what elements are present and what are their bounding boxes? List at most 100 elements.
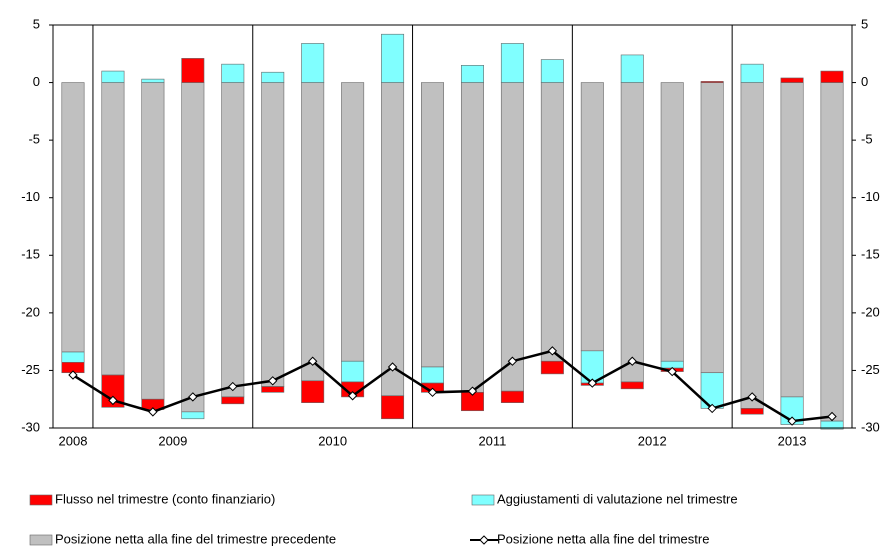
line-marker [268, 376, 278, 386]
legend-label: Aggiustamenti di valutazione nel trimest… [497, 491, 738, 506]
x-group-label: 2008 [59, 433, 88, 448]
bar [460, 82, 484, 393]
bar [141, 78, 165, 83]
bar [381, 395, 405, 420]
y-tick-label: 5 [33, 16, 40, 31]
line-marker [507, 356, 518, 366]
line-marker [707, 403, 717, 414]
bar [740, 82, 764, 409]
plot-frame [52, 24, 853, 429]
y-tick-label: -30 [21, 419, 40, 434]
bar [341, 360, 365, 383]
line-marker [188, 392, 198, 402]
bar [421, 82, 445, 368]
line-marker [68, 370, 78, 380]
bar [381, 82, 405, 397]
legend-swatch [29, 494, 53, 506]
bar [540, 59, 564, 83]
bar [301, 43, 325, 83]
legend-swatch [471, 494, 495, 506]
bar [181, 411, 205, 420]
line-marker [427, 387, 438, 398]
bar [261, 71, 285, 83]
y2-tick-label: 0 [861, 74, 868, 89]
line-marker [747, 392, 757, 402]
bar [301, 82, 325, 382]
bar [700, 82, 724, 374]
bar [700, 372, 724, 409]
x-group-label: 2013 [778, 433, 807, 448]
bar [540, 360, 564, 375]
bar [500, 82, 524, 392]
y-tick-label: -10 [21, 189, 40, 204]
bar [301, 380, 325, 403]
y2-tick-label: -30 [861, 419, 880, 434]
bar [780, 82, 804, 398]
line-marker [547, 346, 558, 356]
line-marker [787, 416, 797, 426]
bar [580, 82, 604, 352]
bar [181, 82, 205, 413]
bar [101, 70, 125, 83]
line-marker [108, 395, 118, 406]
bar [820, 82, 844, 422]
bar [500, 390, 524, 403]
y2-tick-label: -10 [861, 189, 880, 204]
bar [381, 33, 405, 83]
line-marker [667, 366, 677, 377]
bar [221, 82, 245, 398]
bar [620, 54, 644, 83]
bar [101, 82, 125, 376]
line-marker [148, 407, 158, 417]
y2-tick-label: -20 [861, 304, 880, 319]
y-tick-label: -20 [21, 304, 40, 319]
x-group-label: 2010 [318, 433, 347, 448]
y2-tick-label: 5 [861, 16, 868, 31]
bar [460, 65, 484, 83]
line-marker [587, 378, 598, 388]
legend-label: Posizione netta alla fine del trimestre … [55, 531, 336, 546]
bar [780, 77, 804, 83]
bar [740, 63, 764, 83]
legend-swatch [29, 534, 53, 546]
bar [141, 82, 165, 400]
bar [820, 70, 844, 83]
x-group-label: 2009 [158, 433, 187, 448]
bar [540, 82, 564, 362]
bar [341, 82, 365, 362]
y-tick-label: 0 [33, 74, 40, 89]
y-tick-label: -5 [28, 132, 40, 147]
y-tick-label: -25 [21, 362, 40, 377]
line-marker [228, 381, 238, 392]
bar [740, 408, 764, 415]
bar [620, 82, 644, 383]
bar [660, 82, 684, 362]
bar [61, 351, 85, 363]
bar [700, 81, 724, 83]
line-marker [627, 356, 637, 366]
line [72, 349, 833, 423]
line-marker [467, 386, 478, 396]
bar [221, 396, 245, 405]
bar [261, 82, 285, 387]
bar [181, 58, 205, 83]
legend-label: Posizione netta alla fine del trimestre [497, 531, 709, 546]
x-group-label: 2012 [638, 433, 667, 448]
bar [421, 366, 445, 384]
y2-tick-label: -25 [861, 362, 880, 377]
bar [101, 374, 125, 408]
line-marker [387, 362, 398, 372]
bar [500, 43, 524, 83]
bar [221, 63, 245, 83]
line-marker [307, 356, 318, 366]
x-group-label: 2011 [478, 433, 506, 448]
bar [620, 381, 644, 390]
line-marker [347, 391, 358, 401]
y-tick-label: -15 [21, 247, 40, 262]
line-marker [827, 411, 837, 422]
bar [261, 386, 285, 393]
legend-label: Flusso nel trimestre (conto finanziario) [55, 491, 275, 506]
legend-marker [479, 535, 489, 545]
bar [61, 82, 85, 353]
